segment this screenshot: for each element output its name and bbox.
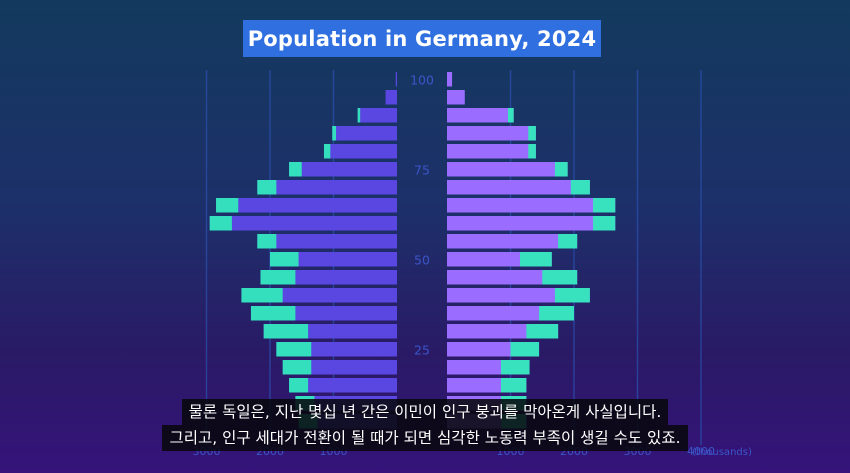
bar-left-highlight-40: [241, 288, 283, 303]
bar-left-highlight-25: [276, 342, 312, 357]
bar-left-90: [357, 108, 397, 123]
bar-right-85: [447, 126, 536, 141]
bar-right-65: [447, 198, 616, 213]
bar-right-highlight-65: [593, 198, 616, 213]
x-tick-label-7: 4000: [687, 445, 715, 458]
bar-left-highlight-60: [209, 216, 232, 231]
bar-right-highlight-90: [507, 108, 514, 123]
bar-right-highlight-30: [526, 324, 559, 339]
y-tick-label-100: 100: [410, 72, 434, 87]
bar-left-highlight-20: [282, 360, 312, 375]
bar-left-highlight-75: [289, 162, 302, 177]
bar-right-80: [447, 144, 536, 159]
bar-left-highlight-85: [332, 126, 337, 141]
bar-left-85: [332, 126, 397, 141]
chart-title-box: Population in Germany, 2024: [243, 20, 601, 57]
bar-right-75: [447, 162, 568, 177]
bar-left-55: [257, 234, 397, 249]
bar-left-highlight-90: [357, 108, 361, 123]
bar-right-40: [447, 288, 590, 303]
bar-right-highlight-60: [593, 216, 616, 231]
bar-right-highlight-85: [528, 126, 536, 141]
bar-left-highlight-80: [323, 144, 331, 159]
bar-left-95: [385, 90, 397, 105]
bar-left-highlight-70: [257, 180, 277, 195]
y-tick-label-50: 50: [414, 252, 430, 267]
bar-right-highlight-15: [500, 378, 527, 393]
bar-right-highlight-55: [558, 234, 578, 249]
bar-right-70: [447, 180, 590, 195]
bar-left-60: [209, 216, 397, 231]
bar-right-60: [447, 216, 616, 231]
bar-right-90: [447, 108, 514, 123]
bar-right-highlight-80: [528, 144, 536, 159]
bar-left-15: [289, 378, 397, 393]
bar-left-65: [216, 198, 397, 213]
subtitle-line-2: 그리고, 인구 세대가 전환이 될 때가 되면 심각한 노동력 부족이 생길 수…: [0, 425, 850, 451]
bar-right-95: [447, 90, 465, 105]
bar-right-highlight-25: [510, 342, 540, 357]
y-tick-label-75: 75: [414, 162, 430, 177]
bar-left-highlight-50: [270, 252, 299, 267]
bar-right-55: [447, 234, 578, 249]
bar-right-highlight-70: [570, 180, 590, 195]
bar-left-highlight-30: [263, 324, 309, 339]
subtitle-line-1: 물론 독일은, 지난 몇십 년 간은 이민이 인구 붕괴를 막아온게 사실입니다…: [0, 399, 850, 425]
bar-right-highlight-50: [520, 252, 552, 267]
bar-right-highlight-40: [554, 288, 590, 303]
bar-right-highlight-35: [539, 306, 574, 321]
bar-left-80: [323, 144, 397, 159]
bar-right-highlight-75: [554, 162, 568, 177]
bar-right-100: [447, 72, 453, 87]
x-unit-label: (thousands): [692, 447, 752, 458]
bar-left-highlight-65: [216, 198, 239, 213]
bar-left-highlight-15: [289, 378, 309, 393]
bar-left-100: [395, 72, 397, 87]
subtitle-text-1: 물론 독일은, 지난 몇십 년 간은 이민이 인구 붕괴를 막아온게 사실입니다…: [181, 399, 669, 425]
bar-left-50: [270, 252, 397, 267]
bar-left-highlight-35: [250, 306, 296, 321]
bar-left-70: [257, 180, 397, 195]
chart-title: Population in Germany, 2024: [247, 26, 597, 51]
bar-left-highlight-45: [260, 270, 296, 285]
bar-right-highlight-45: [542, 270, 578, 285]
subtitle-text-2: 그리고, 인구 세대가 전환이 될 때가 되면 심각한 노동력 부족이 생길 수…: [162, 425, 688, 451]
bar-left-highlight-55: [257, 234, 277, 249]
bar-right-highlight-20: [500, 360, 530, 375]
y-tick-label-25: 25: [414, 342, 430, 357]
bar-left-75: [289, 162, 397, 177]
